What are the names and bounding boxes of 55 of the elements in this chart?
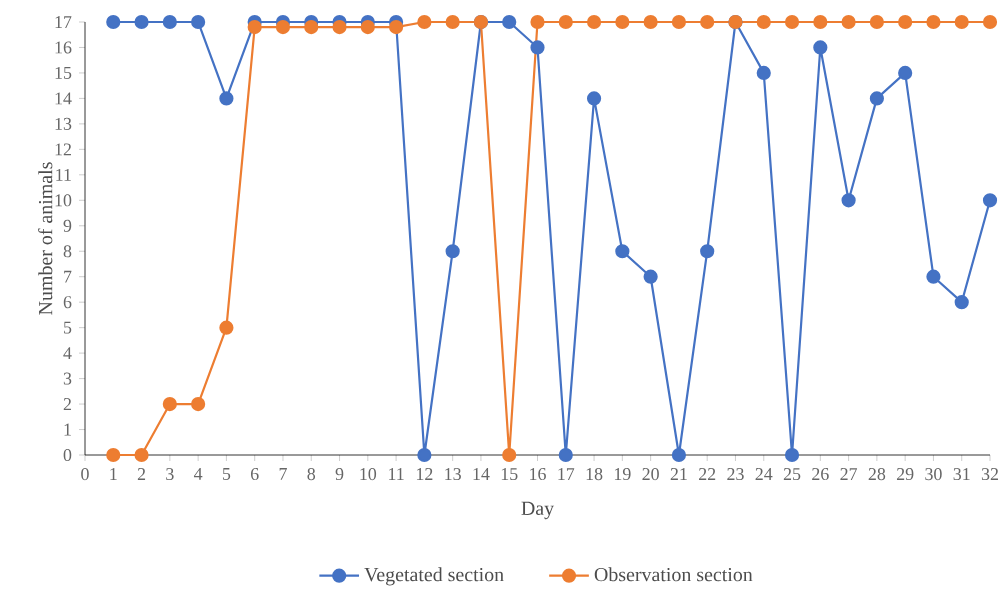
y-tick-label: 8: [63, 245, 72, 258]
x-tick-label: 18: [586, 468, 603, 481]
y-tick-label: 7: [64, 270, 72, 283]
y-axis-title: Number of animals: [38, 162, 53, 315]
x-tick-label: 11: [389, 468, 404, 480]
x-tick-label: 25: [783, 468, 801, 481]
y-tick-label: 2: [63, 398, 71, 410]
x-tick-label: 31: [953, 468, 970, 481]
x-tick-label: 1: [110, 468, 117, 480]
x-tick-label: 2: [137, 468, 146, 480]
y-tick-label: 3: [63, 372, 72, 385]
y-tick-label: 12: [55, 143, 71, 156]
x-tick-label: 24: [755, 468, 773, 480]
y-tick-label: 9: [63, 219, 72, 232]
y-tick-label: 13: [55, 117, 72, 130]
y-tick-label: 17: [55, 16, 72, 28]
legend-label: Vegetated section: [364, 567, 504, 586]
x-tick-label: 30: [925, 468, 942, 481]
y-tick-label: 4: [63, 347, 72, 360]
x-tick-label: 23: [727, 468, 744, 481]
x-tick-label: 0: [81, 468, 89, 481]
y-tick-label: 10: [55, 194, 72, 207]
x-axis-title: Day: [521, 501, 555, 520]
x-tick-label: 3: [166, 468, 174, 481]
x-tick-label: 17: [558, 468, 575, 480]
x-tick-label: 6: [250, 468, 259, 481]
x-tick-label: 4: [193, 468, 203, 480]
x-tick-label: 16: [530, 468, 546, 481]
x-tick-label: 32: [981, 468, 998, 481]
y-tick-label: 16: [55, 41, 72, 54]
x-tick-label: 28: [868, 468, 886, 481]
x-tick-label: 5: [222, 468, 231, 480]
x-tick-label: 22: [699, 468, 716, 480]
y-tick-label: 1: [64, 423, 71, 436]
y-tick-label: 0: [63, 448, 72, 462]
y-tick-label: 6: [63, 296, 72, 309]
y-tick-label: 5: [64, 321, 72, 334]
x-tick-label: 14: [473, 468, 490, 480]
legend-label: Observation section: [594, 567, 753, 582]
x-tick-label: 27: [840, 468, 858, 480]
y-tick-label: 15: [55, 66, 72, 79]
y-tick-label: 14: [55, 92, 72, 105]
x-tick-label: 8: [307, 468, 316, 481]
x-tick-label: 12: [416, 468, 433, 480]
x-tick-label: 20: [642, 468, 659, 481]
x-tick-label: 26: [812, 468, 829, 481]
x-tick-label: 19: [614, 468, 631, 481]
x-tick-label: 9: [335, 468, 344, 481]
x-tick-label: 13: [445, 468, 461, 481]
x-tick-label: 7: [279, 468, 287, 480]
x-tick-label: 15: [501, 468, 518, 481]
x-tick-label: 10: [360, 468, 377, 481]
x-tick-label: 29: [896, 468, 914, 481]
x-tick-label: 21: [670, 468, 687, 480]
y-tick-label: 11: [56, 168, 71, 181]
